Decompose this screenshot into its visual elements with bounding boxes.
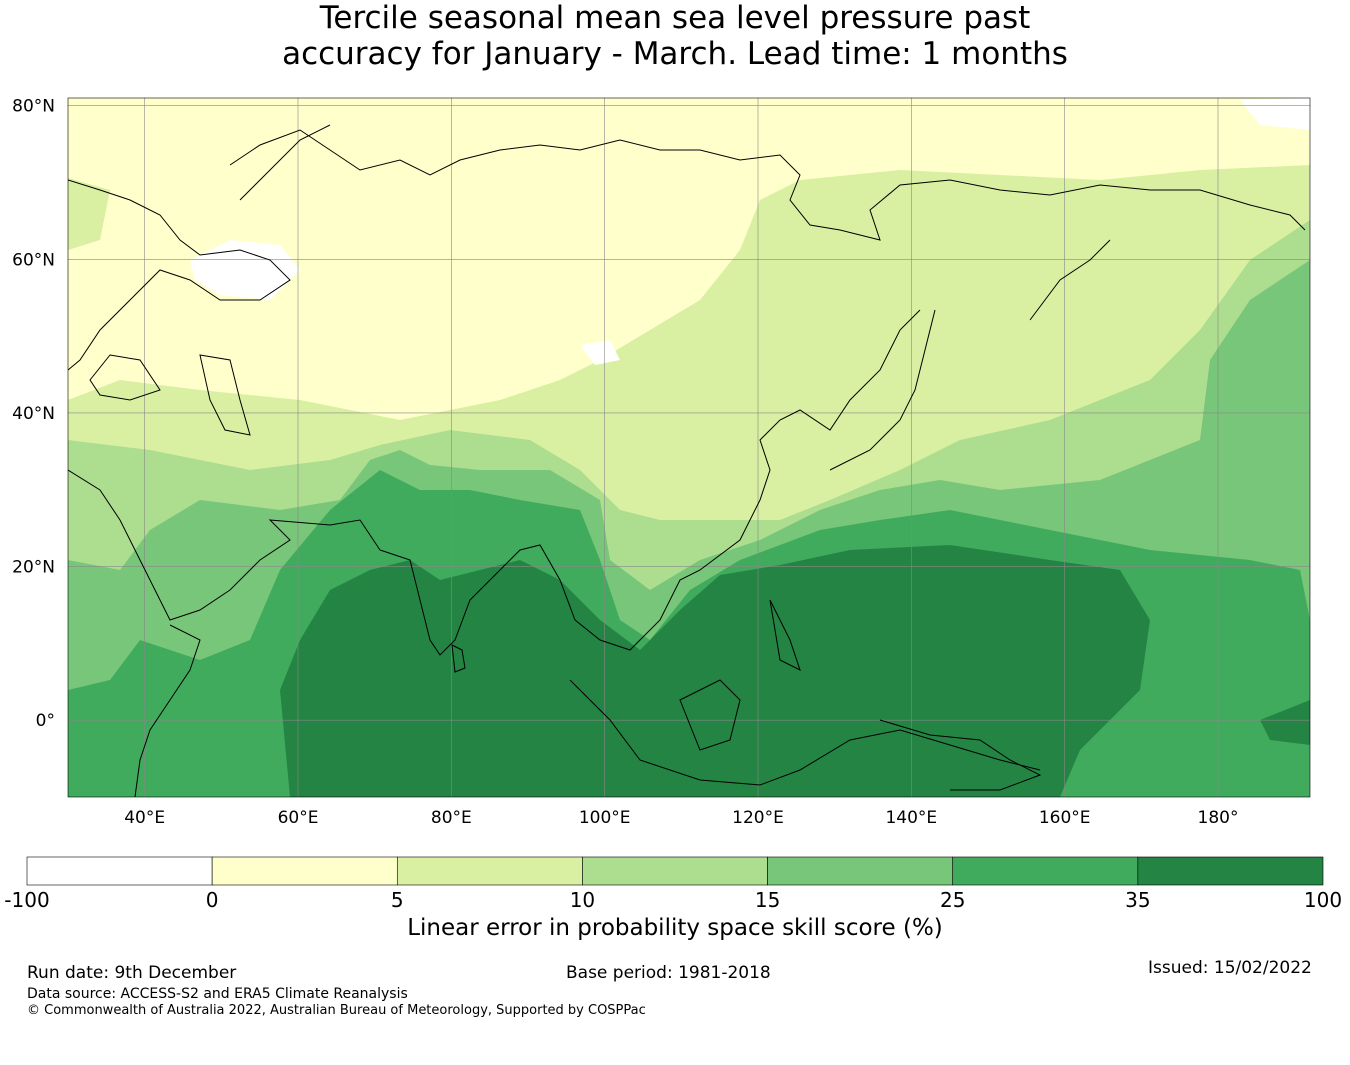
base-period: Base period: 1981-2018 (566, 963, 771, 983)
colorbar-segment (396, 856, 583, 886)
copyright: © Commonwealth of Australia 2022, Austra… (27, 1003, 646, 1018)
lon-label: 100°E (579, 808, 631, 828)
coastline-japan (829, 309, 936, 471)
coastline-east-africa (134, 624, 201, 797)
coastline-black-caspian (89, 354, 251, 436)
lat-label: 60°N (12, 250, 55, 270)
colorbar-tick-label: 15 (755, 888, 780, 912)
lat-label: 20°N (12, 558, 55, 578)
title-line-1: Tercile seasonal mean sea level pressure… (319, 0, 1031, 36)
coastline-novaya-zemlya (239, 124, 331, 201)
run-date: Run date: 9th December (27, 963, 237, 983)
colorbar-segment (26, 856, 213, 886)
latitude-labels: 80°N 60°N 40°N 20°N 0° (12, 97, 55, 732)
colorbar-segment (767, 856, 954, 886)
lon-label: 140°E (885, 808, 937, 828)
colorbar-tick-label: 25 (940, 888, 965, 912)
lon-label: 180° (1198, 808, 1239, 828)
longitude-labels: 40°E 60°E 80°E 100°E 120°E 140°E 160°E 180° (124, 808, 1238, 828)
coastline-europe-north (68, 179, 291, 371)
map-frame (67, 97, 1311, 798)
lon-label: 40°E (124, 808, 165, 828)
chart-title: Tercile seasonal mean sea level pressure… (0, 0, 1350, 72)
data-source: Data source: ACCESS-S2 and ERA5 Climate … (27, 986, 408, 1002)
colorbar: -100 0 5 10 15 25 35 100 (4, 856, 1342, 912)
coastline-sri-lanka (451, 644, 466, 673)
colorbar-segment (952, 856, 1139, 886)
coastline-indonesia (569, 599, 1041, 786)
colorbar-label: Linear error in probability space skill … (407, 915, 943, 941)
zone-35-100 (280, 545, 1310, 797)
title-line-2: accuracy for January - March. Lead time:… (282, 36, 1068, 72)
issued-date: Issued: 15/02/2022 (1148, 958, 1312, 978)
coastline-north-siberia (229, 129, 1306, 241)
colorbar-segment (1137, 856, 1324, 886)
colorbar-segment (211, 856, 398, 886)
coastline-new-guinea (879, 719, 1042, 791)
colorbar-tick-label: 0 (206, 888, 219, 912)
coastline-china-korea (574, 309, 921, 651)
coastline-kamchatka (1029, 239, 1111, 321)
lat-label: 40°N (12, 404, 55, 424)
lon-label: 160°E (1039, 808, 1091, 828)
lon-label: 60°E (278, 808, 319, 828)
coastline-arabia-india (68, 469, 576, 656)
lon-label: 120°E (732, 808, 784, 828)
colorbar-tick-label: 100 (1304, 888, 1342, 912)
colorbar-tick-label: -100 (4, 888, 49, 912)
coastlines (68, 124, 1306, 797)
lat-label: 0° (36, 711, 55, 731)
gridlines (68, 98, 1310, 797)
skill-score-map (68, 98, 1310, 797)
colorbar-tick-label: 35 (1125, 888, 1150, 912)
lon-label: 80°E (431, 808, 472, 828)
colorbar-tick-label: 10 (570, 888, 595, 912)
colorbar-segment (582, 856, 768, 886)
colorbar-tick-label: 5 (391, 888, 404, 912)
lat-label: 80°N (12, 97, 55, 117)
